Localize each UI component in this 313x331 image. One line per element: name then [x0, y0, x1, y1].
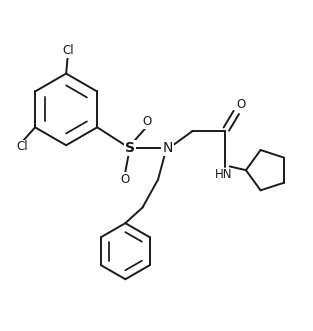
- Text: O: O: [236, 98, 245, 111]
- Text: O: O: [142, 116, 152, 128]
- Text: S: S: [125, 141, 135, 155]
- Text: N: N: [162, 141, 172, 155]
- Text: HN: HN: [215, 168, 232, 181]
- Text: Cl: Cl: [62, 44, 74, 57]
- Text: O: O: [121, 173, 130, 186]
- Text: Cl: Cl: [17, 140, 28, 154]
